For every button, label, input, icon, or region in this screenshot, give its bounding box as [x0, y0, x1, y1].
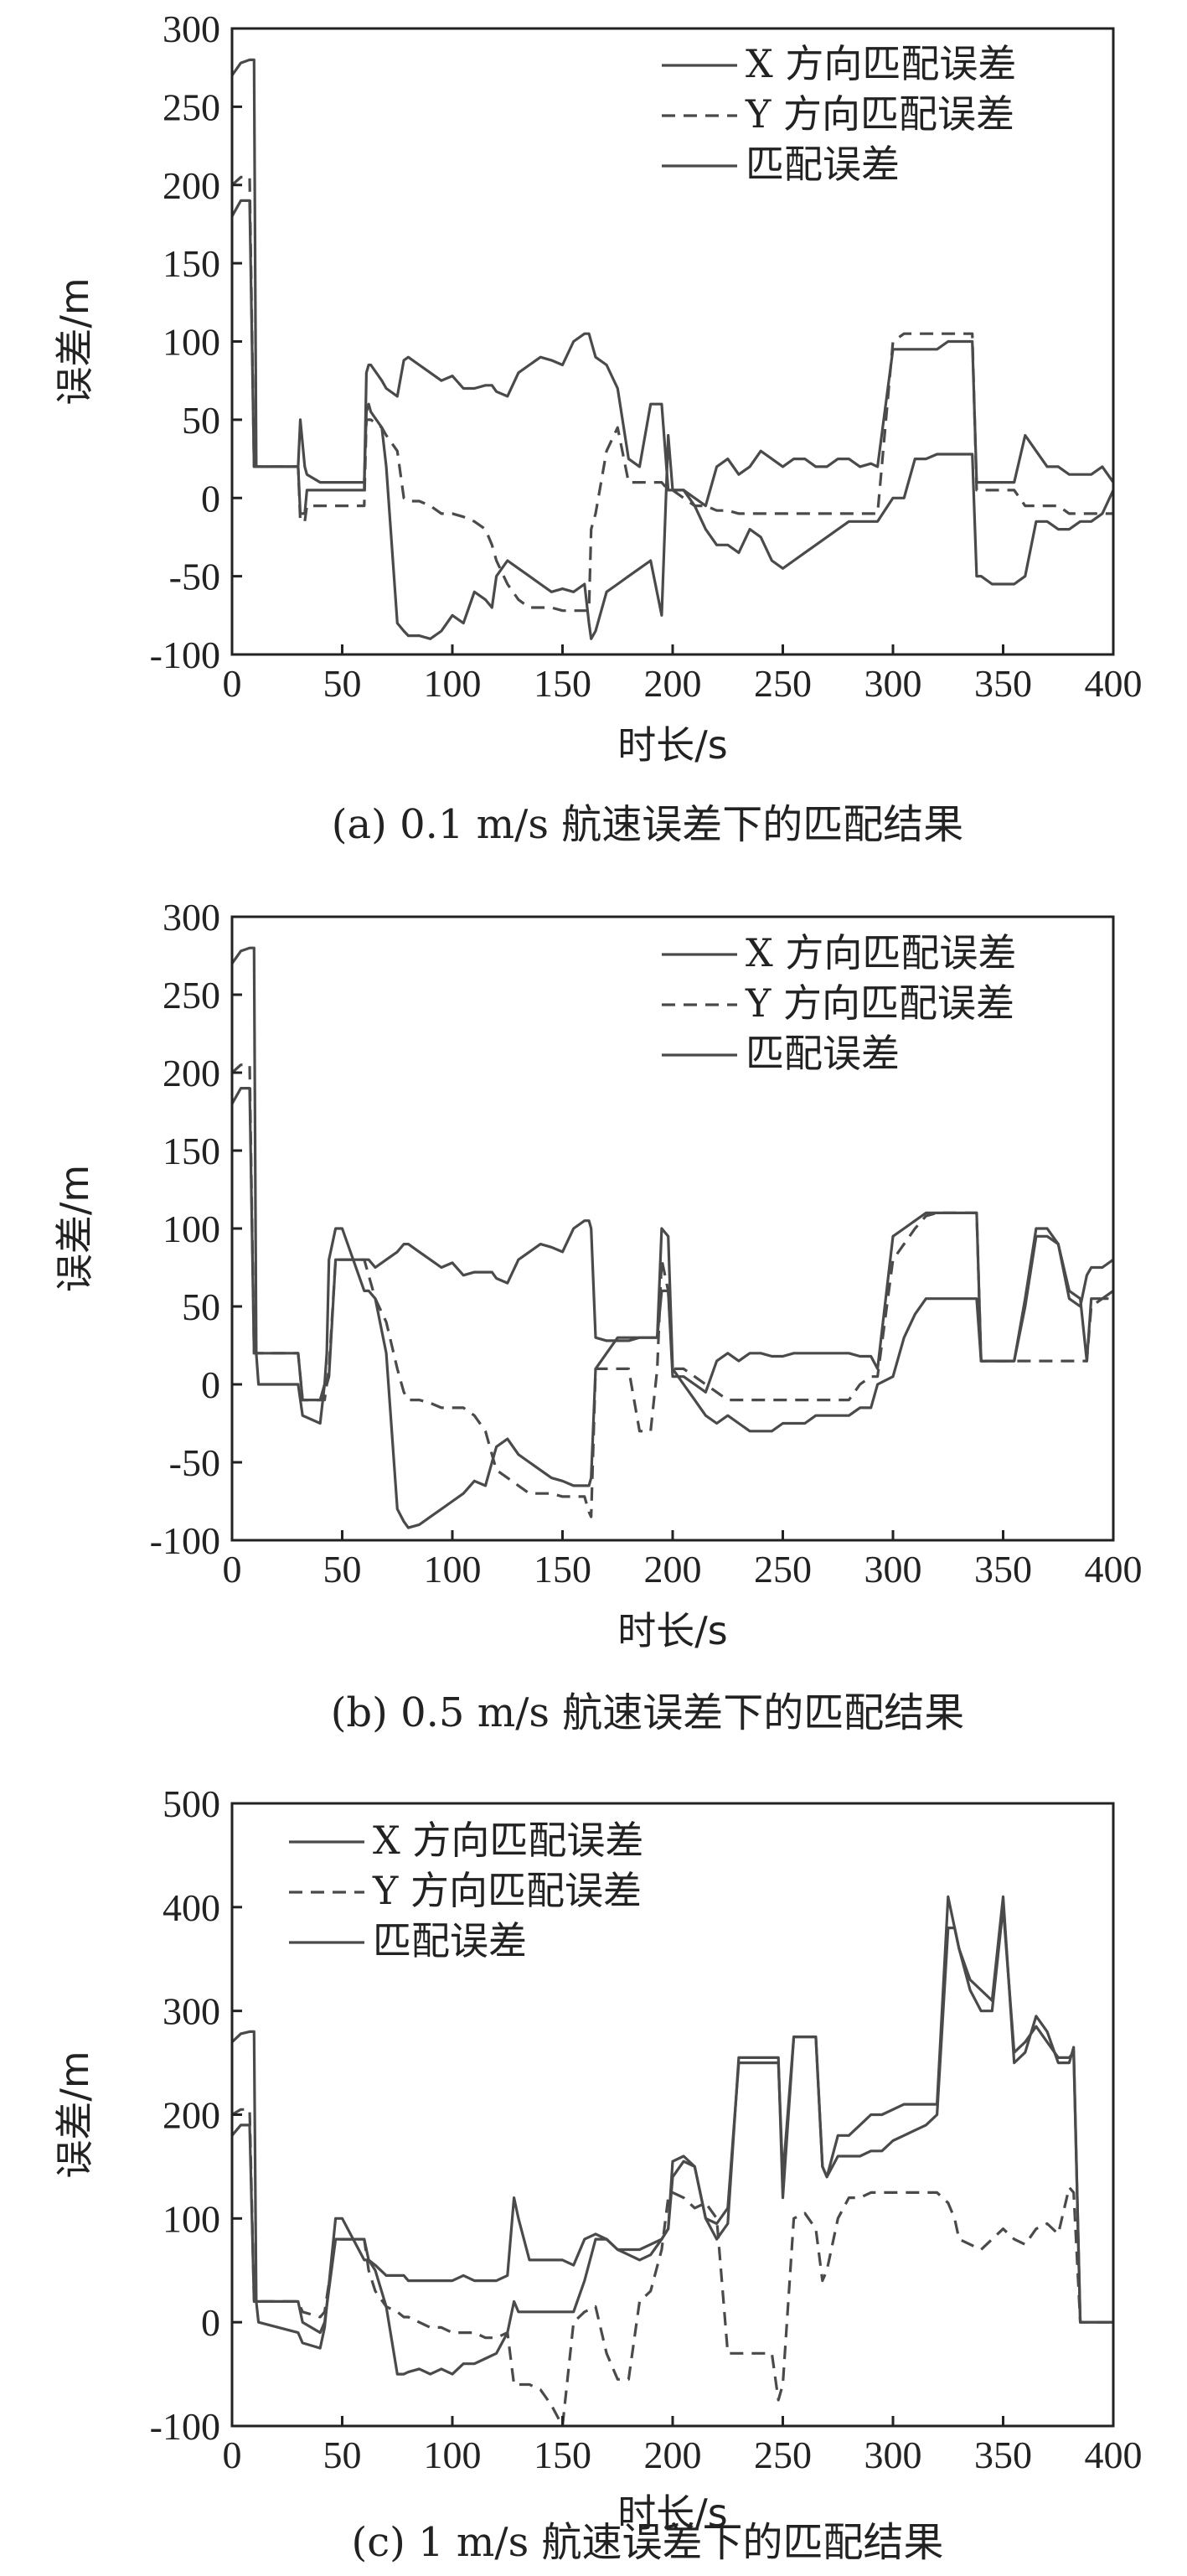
- series-line-3: [232, 58, 1113, 640]
- chart-panel-2: 0 50 100 150 200 250 300 350 400 -100 -50 0 50 100 150…: [52, 896, 1143, 1736]
- y-tick-label: -100: [150, 2405, 220, 2448]
- y-tick-label: 50: [182, 1285, 220, 1328]
- x-tick-label: 350: [974, 1548, 1032, 1591]
- series-line-1: [232, 1906, 1113, 2335]
- series-line-3: [232, 1895, 1113, 2376]
- x-axis-label: 时长/s: [617, 1608, 727, 1653]
- y-tick-label: 250: [163, 85, 220, 128]
- y-tick-label: 500: [163, 1782, 220, 1825]
- y-tick-label: 150: [163, 242, 220, 285]
- y-tick-label: 300: [163, 8, 220, 50]
- x-tick-label: 400: [1085, 1548, 1143, 1591]
- x-tick-label: 50: [323, 662, 362, 705]
- x-tick-label: 100: [424, 2434, 482, 2476]
- figure-caption: (c) 1 m/s 航速误差下的匹配结果: [352, 2519, 944, 2566]
- legend-entry: Y 方向匹配误差: [745, 91, 1014, 137]
- plot-frame: [230, 1802, 1115, 2428]
- figure-caption: (b) 0.5 m/s 航速误差下的匹配结果: [331, 1689, 965, 1736]
- y-axis-label: 误差/m: [52, 277, 97, 405]
- legend-entry: 匹配误差: [746, 142, 900, 187]
- series-line-3: [232, 946, 1113, 1529]
- y-tick-label: 300: [163, 896, 220, 939]
- x-tick-label: 200: [644, 2434, 702, 2476]
- x-tick-label: 350: [974, 662, 1032, 705]
- y-tick-label: 0: [201, 2301, 220, 2344]
- y-tick-label: 200: [163, 164, 220, 207]
- y-tick-label: 100: [163, 1208, 220, 1250]
- x-tick-label: 350: [974, 2434, 1032, 2476]
- x-tick-label: 50: [323, 2434, 362, 2476]
- x-tick-label: 250: [754, 2434, 812, 2476]
- y-tick-label: -100: [150, 1519, 220, 1562]
- x-tick-label: 150: [534, 2434, 591, 2476]
- x-tick-label: 250: [754, 1548, 812, 1591]
- x-tick-label: 300: [864, 1548, 922, 1591]
- x-tick-label: 150: [534, 662, 591, 705]
- chart-panel-1: 0 50 100 150 200 250 300 350 400 -100 -50 0 50 100 150…: [52, 8, 1143, 848]
- legend-entry: X 方向匹配误差: [746, 41, 1016, 86]
- y-tick-label: 100: [163, 2197, 220, 2240]
- y-tick-label: 300: [163, 1990, 220, 2033]
- y-tick-label: 150: [163, 1130, 220, 1172]
- y-tick-label: 400: [163, 1886, 220, 1929]
- y-tick-label: -50: [169, 1441, 220, 1484]
- x-axis-label: 时长/s: [617, 2491, 727, 2536]
- y-tick-label: 0: [201, 477, 220, 520]
- y-tick-label: 200: [163, 2094, 220, 2137]
- legend-entry: Y 方向匹配误差: [745, 980, 1014, 1026]
- x-tick-label: 100: [424, 1548, 482, 1591]
- x-tick-label: 300: [864, 662, 922, 705]
- series-group: [232, 1895, 1113, 2426]
- y-axis-label: 误差/m: [52, 2051, 97, 2178]
- figure-caption: (a) 0.1 m/s 航速误差下的匹配结果: [332, 801, 964, 848]
- legend-entry: Y 方向匹配误差: [372, 1868, 642, 1913]
- series-line-2: [232, 1063, 1113, 1518]
- x-tick-label: 400: [1085, 662, 1143, 705]
- y-tick-label: 0: [201, 1363, 220, 1406]
- x-tick-label: 150: [534, 1548, 591, 1591]
- x-tick-label: 100: [424, 662, 482, 705]
- legend-entry: X 方向匹配误差: [373, 1818, 643, 1863]
- y-tick-label: -50: [169, 556, 220, 598]
- series-line-2: [232, 2108, 1113, 2426]
- series-line-2: [232, 175, 1113, 613]
- y-axis-label: 误差/m: [52, 1165, 97, 1292]
- x-tick-label: 200: [644, 662, 702, 705]
- legend-entry: 匹配误差: [373, 1918, 527, 1963]
- y-tick-label: 100: [163, 321, 220, 364]
- y-tick-label: 50: [182, 399, 220, 442]
- y-tick-label: -100: [150, 634, 220, 676]
- y-tick-label: 250: [163, 974, 220, 1016]
- x-tick-label: 250: [754, 662, 812, 705]
- series-line-1: [232, 199, 1113, 515]
- x-tick-label: 0: [223, 1548, 242, 1591]
- x-tick-label: 300: [864, 2434, 922, 2476]
- x-tick-label: 0: [223, 2434, 242, 2476]
- x-tick-label: 200: [644, 1548, 702, 1591]
- chart-panel-3: 0 50 100 150 200 250 300 350 400-100010020030040…: [52, 1782, 1143, 2566]
- legend-entry: 匹配误差: [746, 1031, 900, 1076]
- x-tick-label: 400: [1085, 2434, 1143, 2476]
- series-group: [232, 946, 1113, 1529]
- x-tick-label: 0: [223, 662, 242, 705]
- x-axis-label: 时长/s: [617, 722, 727, 768]
- y-tick-label: 200: [163, 1052, 220, 1094]
- x-tick-label: 50: [323, 1548, 362, 1591]
- series-group: [232, 58, 1113, 640]
- legend-entry: X 方向匹配误差: [746, 930, 1016, 975]
